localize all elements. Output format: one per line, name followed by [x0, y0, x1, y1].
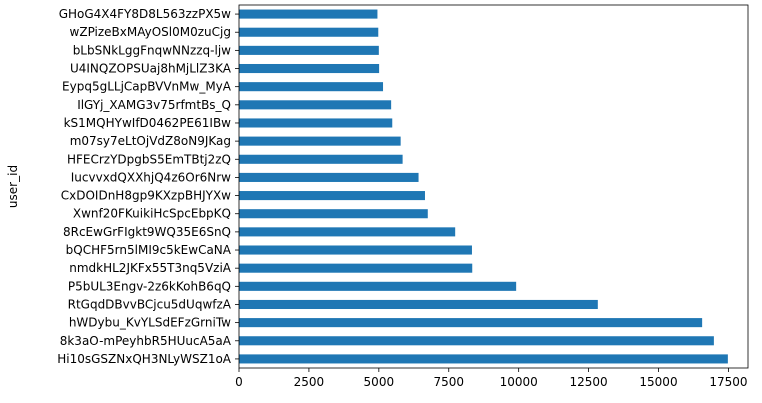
y-axis-ticks: GHoG4X4FY8D8L563zzPX5w wZPizeBxMAyOSl0M0z…	[57, 7, 239, 366]
x-tick-label: 7500	[433, 375, 464, 389]
y-tick-label: P5bUL3Engv-2z6kKohB6qQ	[68, 279, 231, 293]
bar	[239, 82, 384, 92]
bar	[239, 209, 428, 219]
bar	[239, 299, 598, 310]
y-tick-label: Hi10sGSZNxQH3NLyWSZ1oA	[57, 352, 232, 366]
bar	[239, 27, 379, 37]
bar	[239, 45, 379, 55]
x-axis-ticks: 0 2500 5000 7500 10000 12500 15000 17500	[235, 368, 748, 389]
bar	[239, 354, 728, 364]
x-tick-label: 2500	[294, 375, 325, 389]
y-tick-label: 8RcEwGrFIgkt9WQ35E6SnQ	[63, 225, 231, 239]
x-tick-label: 10000	[500, 375, 538, 389]
x-tick-label: 5000	[364, 375, 395, 389]
y-tick-label: HFECrzYDpgbS5EmTBtj2zQ	[67, 152, 231, 166]
bar	[239, 281, 517, 291]
y-tick-label: m07sy7eLtOjVdZ8oN9JKag	[70, 134, 231, 148]
x-tick-label: 15000	[639, 375, 677, 389]
x-tick-label: 0	[235, 375, 243, 389]
x-tick-label: 17500	[709, 375, 747, 389]
y-tick-label: Xwnf20FKuikiHcSpcEbpKQ	[73, 207, 231, 221]
y-tick-label: wZPizeBxMAyOSl0M0zuCjg	[70, 25, 231, 39]
y-tick-label: RtGqdDBvvBCjcu5dUqwfzA	[68, 297, 232, 311]
y-tick-label: bQCHF5rn5lMI9c5kEwCaNA	[66, 243, 232, 257]
bar	[239, 136, 401, 146]
y-tick-label: kS1MQHYwIfD0462PE61IBw	[64, 116, 232, 130]
bar	[239, 154, 403, 164]
bar	[239, 63, 380, 74]
y-tick-label: Eypq5gLLjCapBVVnMw_MyA	[62, 80, 232, 94]
bar	[239, 227, 456, 237]
y-tick-label: IlGYj_XAMG3v75rfmtBs_Q	[77, 98, 231, 112]
bar	[239, 245, 472, 255]
bar	[239, 118, 393, 128]
y-tick-label: hWDybu_KvYLSdEFzGrniTw	[69, 316, 231, 330]
bar	[239, 336, 714, 346]
y-tick-label: CxDOIDnH8gp9KXzpBHJYXw	[61, 189, 231, 203]
x-tick-label: 12500	[569, 375, 607, 389]
y-tick-label: IucvvxdQXXhjQ4z6Or6Nrw	[71, 170, 231, 184]
y-tick-label: bLbSNkLggFnqwNNzzq-ljw	[73, 43, 231, 57]
bars	[239, 9, 728, 364]
y-tick-label: GHoG4X4FY8D8L563zzPX5w	[59, 7, 231, 21]
y-tick-label: U4INQZOPSUaj8hMjLlZ3KA	[70, 62, 232, 76]
bar	[239, 318, 703, 328]
bar	[239, 9, 378, 19]
plot-frame	[238, 4, 749, 369]
bar	[239, 191, 425, 201]
y-tick-label: nmdkHL2JKFx55T3nq5VziA	[69, 261, 232, 275]
bar	[239, 100, 392, 110]
bar	[239, 172, 419, 182]
y-axis-label: user_id	[6, 165, 20, 208]
y-tick-label: 8k3aO-mPeyhbR5HUucA5aA	[60, 334, 232, 348]
bar	[239, 263, 473, 273]
